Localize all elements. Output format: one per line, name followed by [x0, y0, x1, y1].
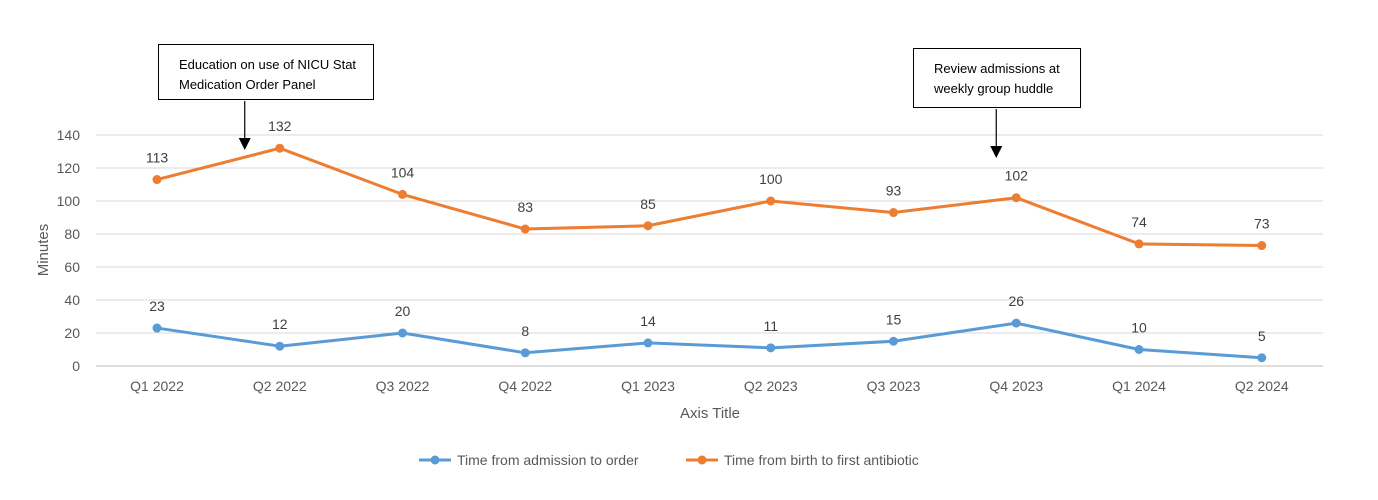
- data-point: [398, 328, 407, 338]
- data-point: [766, 343, 776, 353]
- data-point: [152, 175, 162, 185]
- y-axis-title: Minutes: [35, 224, 52, 277]
- legend-swatch-marker: [697, 455, 707, 465]
- legend-swatch-marker: [430, 455, 440, 465]
- series-lines: [152, 143, 1267, 363]
- annotation-text-line: Medication Order Panel: [179, 77, 316, 92]
- y-tick-label: 140: [57, 127, 81, 143]
- data-point: [520, 348, 530, 358]
- x-tick-label: Q1 2022: [130, 378, 184, 394]
- data-label: 93: [886, 183, 902, 199]
- data-label: 23: [149, 298, 165, 314]
- data-point: [1134, 345, 1144, 354]
- y-tick-label: 60: [64, 259, 80, 275]
- data-label: 113: [146, 150, 169, 166]
- x-tick-label: Q1 2024: [1112, 378, 1166, 394]
- y-tick-label: 20: [64, 325, 80, 341]
- data-label: 100: [759, 171, 783, 187]
- data-point: [1257, 353, 1267, 363]
- legend-label: Time from birth to first antibiotic: [724, 452, 919, 468]
- x-tick-label: Q3 2022: [376, 378, 430, 394]
- data-point: [766, 196, 776, 206]
- data-point: [275, 143, 285, 153]
- data-label: 104: [391, 164, 415, 180]
- annotation-callout-education: Education on use of NICU Stat Medication…: [158, 44, 374, 100]
- gridlines: [96, 134, 1323, 367]
- data-point: [152, 323, 162, 333]
- data-labels: 23 12 20 8 14 11 15 26 10 5 113 132 104 83 85 100 93 102 7…: [146, 118, 1270, 344]
- x-tick-label: Q1 2023: [621, 378, 675, 394]
- data-label: 73: [1254, 216, 1270, 232]
- data-label: 10: [1131, 320, 1147, 336]
- data-label: 85: [640, 196, 656, 212]
- annotation-text-line: weekly group huddle: [934, 81, 1054, 96]
- data-label: 74: [1131, 214, 1147, 230]
- x-axis-title: Axis Title: [680, 405, 740, 422]
- x-tick-label: Q3 2023: [867, 378, 921, 394]
- data-label: 14: [640, 313, 656, 329]
- data-point: [889, 336, 898, 346]
- data-point: [1134, 239, 1144, 249]
- data-label: 5: [1258, 328, 1266, 344]
- data-label: 11: [763, 318, 778, 334]
- y-tick-label: 0: [72, 358, 80, 374]
- data-point: [520, 224, 530, 234]
- x-tick-label: Q2 2022: [253, 378, 307, 394]
- x-tick-labels: Q1 2022 Q2 2022 Q3 2022 Q4 2022 Q1 2023 Q2 20…: [130, 378, 1289, 394]
- annotation-text-line: Review admissions at: [934, 61, 1060, 76]
- data-point: [275, 341, 285, 351]
- y-tick-label: 40: [64, 292, 80, 308]
- x-tick-label: Q4 2023: [989, 378, 1043, 394]
- data-point: [889, 208, 898, 218]
- y-tick-label: 80: [64, 226, 80, 242]
- data-label: 26: [1008, 293, 1024, 309]
- series-line: [155, 321, 1264, 360]
- y-tick-label: 100: [57, 193, 81, 209]
- annotation-callout-review: Review admissions at weekly group huddle: [913, 48, 1081, 108]
- series-line: [155, 146, 1264, 248]
- data-label: 12: [272, 316, 288, 332]
- y-tick-labels: 0 20 40 60 80 100 120 140: [57, 127, 81, 374]
- annotation-arrowhead: [238, 138, 251, 150]
- data-label: 132: [268, 118, 292, 134]
- annotation-text-line: Education on use of NICU Stat: [179, 57, 357, 72]
- data-point: [398, 189, 407, 199]
- data-label: 20: [395, 303, 411, 319]
- data-point: [1011, 318, 1021, 328]
- data-label: 83: [517, 199, 533, 215]
- y-tick-label: 120: [57, 160, 81, 176]
- legend-label: Time from admission to order: [457, 452, 639, 468]
- x-tick-label: Q2 2023: [744, 378, 798, 394]
- data-point: [643, 338, 653, 348]
- data-label: 102: [1005, 168, 1029, 184]
- x-tick-label: Q2 2024: [1235, 378, 1289, 394]
- annotation-arrows: [238, 101, 1003, 158]
- x-tick-label: Q4 2022: [498, 378, 552, 394]
- data-label: 15: [886, 311, 902, 327]
- annotation-arrowhead: [990, 146, 1003, 158]
- legend: Time from admission to order Time from bi…: [419, 452, 919, 468]
- data-label: 8: [521, 323, 529, 339]
- data-point: [643, 221, 653, 231]
- data-point: [1011, 193, 1021, 203]
- data-point: [1257, 241, 1267, 251]
